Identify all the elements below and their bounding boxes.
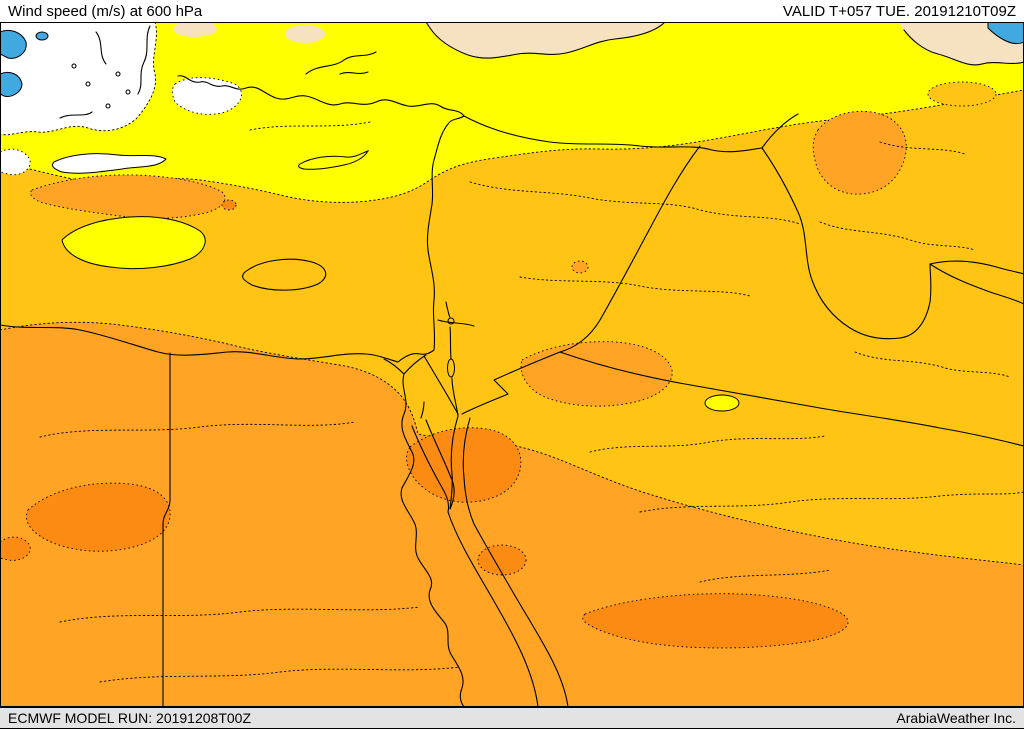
contour-fill-blue-topleft-1	[0, 29, 27, 59]
contour-line-dotted-6	[589, 435, 826, 453]
contour-fill-orange-tongue-nsaudi	[520, 341, 673, 407]
island-aegean-3	[105, 103, 111, 109]
coastline-gulf-aqaba-west	[449, 415, 459, 510]
contour-line-dotted-1	[469, 181, 801, 225]
contour-fill-white-west-turkey	[171, 77, 242, 115]
coastline-red-sea-east	[473, 523, 569, 707]
map-footer: ECMWF MODEL RUN: 20191208T00Z ArabiaWeat…	[0, 707, 1024, 729]
border-egypt-israel	[423, 355, 459, 415]
contour-line-dotted-4	[59, 606, 421, 623]
border-syria-iraq	[559, 145, 701, 353]
contour-line-dotted-11	[519, 276, 751, 297]
contour-line-dotted-8	[854, 351, 1011, 378]
contour-line-white-aegean-edge	[0, 22, 157, 136]
contour-fill-yellow-band	[0, 22, 1024, 203]
island-aegean-2	[125, 89, 131, 95]
contour-fill-deeporange-west	[26, 482, 171, 552]
contour-fill-white-left-edge	[0, 148, 31, 176]
border-syria-jordan	[437, 319, 475, 327]
contour-fill-blue-topleft-3	[35, 31, 49, 41]
coastline-africa-levant-turkey	[0, 75, 465, 363]
contour-line-dotted-2	[819, 221, 976, 251]
brand-label: ArabiaWeather Inc.	[896, 710, 1016, 726]
island-crete	[51, 153, 167, 174]
river-nile-delta-west	[383, 358, 405, 375]
border-iraq-iran	[761, 147, 932, 340]
contour-line-dotted-10	[699, 569, 831, 583]
contour-line-orange-main-edge	[0, 321, 1024, 566]
contour-fill-yellow-oval-saudi	[704, 394, 740, 412]
contour-line-dotted-12	[879, 141, 966, 155]
contour-fill-amber-blob-topright	[927, 81, 997, 107]
weather-map	[0, 22, 1024, 707]
contour-line-dotted-7	[249, 121, 371, 131]
contour-line-yellow-band-edge	[0, 89, 1024, 203]
contour-fill-deeporange-west-edge	[0, 536, 31, 561]
coastline-persian-gulf-north	[929, 260, 1024, 275]
coastline-marmara-2	[339, 71, 369, 75]
map-title: Wind speed (m/s) at 600 hPa	[8, 2, 203, 20]
contour-fill-white-aegean	[0, 22, 157, 135]
coastline-gulf-suez-west	[411, 425, 450, 513]
contour-fill-yellow-island-left	[61, 216, 206, 270]
dead-sea	[447, 358, 455, 378]
border-turkey-syria	[463, 115, 763, 153]
border-jordan-saudi	[461, 351, 561, 415]
coastline-persian-gulf-south	[929, 263, 1024, 305]
model-run-label: ECMWF MODEL RUN: 20191208T00Z	[8, 710, 251, 726]
contour-fill-cream-patch-1	[285, 25, 325, 43]
wind-speed-contour-map	[0, 22, 1024, 707]
map-valid-time: VALID T+057 TUE. 20191210T09Z	[782, 2, 1016, 20]
island-aegean-4	[85, 81, 91, 87]
border-egypt-libya	[162, 352, 171, 707]
jordan-valley-upper	[445, 301, 451, 319]
jordan-valley-north	[449, 326, 452, 360]
contour-fill-cream-patch-2	[173, 22, 217, 37]
coastline-black-sea	[425, 22, 666, 59]
suez-canal	[420, 401, 425, 419]
contour-line-closed-blob	[242, 258, 327, 291]
contour-fill-deeporange-southeast	[582, 593, 849, 649]
contour-line-dotted-3	[639, 491, 1024, 513]
contour-fill-orange-dot-syria	[571, 260, 589, 274]
contour-fill-orange-libya-patch	[29, 174, 226, 219]
coastline-aegean-3	[59, 111, 93, 119]
contour-fill-cream-black-sea	[425, 22, 665, 59]
contour-fill-deeporange-small	[477, 544, 527, 576]
map-header: Wind speed (m/s) at 600 hPa VALID T+057 …	[0, 0, 1024, 22]
contour-line-dotted-9	[99, 666, 461, 683]
contour-fill-orange-blob-northeast	[812, 110, 907, 195]
coastline-red-sea-west	[447, 511, 539, 707]
contour-fill-blue-topleft-2	[0, 71, 23, 97]
border-iraq-saudi	[559, 351, 1024, 447]
border-turkey-east	[761, 113, 799, 149]
coastline-aegean-2	[95, 31, 107, 65]
coastline-caspian-corner	[903, 29, 1024, 66]
coastline-gulf-aqaba-east	[462, 417, 475, 525]
river-nile	[400, 373, 465, 707]
island-cyprus	[298, 150, 370, 170]
coastline-marmara-1	[305, 51, 377, 75]
island-aegean-1	[115, 71, 121, 77]
island-aegean-5	[71, 63, 77, 69]
coastline-aegean-1	[137, 25, 151, 95]
contour-fill-deeporange-dot-libya	[221, 199, 237, 211]
